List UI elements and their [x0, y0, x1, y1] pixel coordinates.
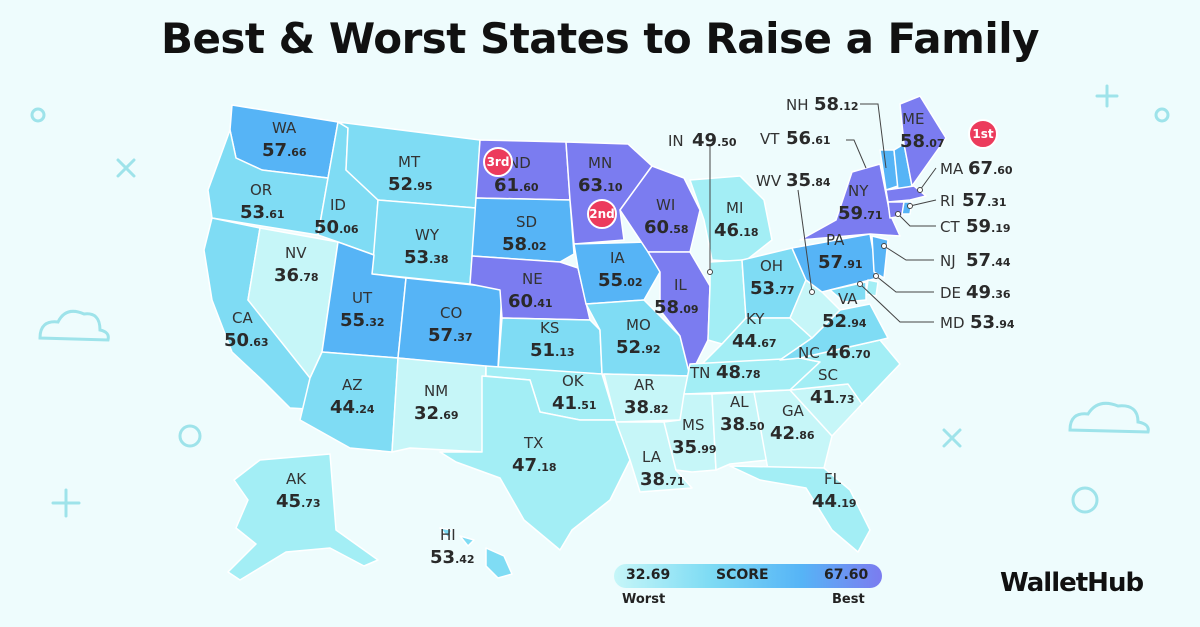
svg-text:WV: WV	[756, 172, 782, 190]
score-legend: 32.69 SCORE 67.60	[614, 564, 882, 588]
svg-text:CT: CT	[940, 218, 960, 236]
svg-text:35.84: 35.84	[786, 170, 831, 191]
svg-text:MT: MT	[398, 153, 421, 171]
svg-text:58.12: 58.12	[814, 94, 859, 115]
wallethub-logo: WalletHub	[1000, 568, 1143, 598]
svg-text:53.42: 53.42	[430, 547, 475, 568]
state-DE[interactable]	[866, 280, 878, 296]
svg-text:SC: SC	[818, 366, 838, 384]
label-abbr-WA: WA	[272, 119, 297, 137]
legend-max: 67.60	[824, 567, 868, 583]
deco-x-icon	[944, 430, 960, 446]
svg-text:HI: HI	[440, 526, 456, 544]
svg-text:OK: OK	[562, 372, 585, 390]
svg-text:PA: PA	[826, 231, 845, 249]
svg-text:UT: UT	[352, 289, 373, 307]
svg-text:OR: OR	[250, 181, 272, 199]
svg-text:MI: MI	[726, 199, 743, 217]
svg-text:AZ: AZ	[342, 376, 363, 394]
svg-text:AK: AK	[286, 470, 307, 488]
label-score-WA: 57	[262, 140, 287, 161]
svg-text:3rd: 3rd	[487, 155, 510, 169]
svg-text:WI: WI	[656, 196, 675, 214]
svg-text:NE: NE	[522, 270, 543, 288]
svg-text:MN: MN	[588, 154, 612, 172]
legend-label: SCORE	[716, 567, 769, 583]
svg-text:KS: KS	[540, 319, 559, 337]
deco-x-icon	[118, 160, 134, 176]
state-NJ[interactable]	[872, 236, 888, 278]
svg-text:FL: FL	[824, 470, 842, 488]
svg-text:ME: ME	[902, 110, 924, 128]
svg-text:MS: MS	[682, 416, 704, 434]
badge-first: 1st	[969, 120, 997, 148]
deco-circle-icon	[1156, 109, 1168, 121]
svg-text:DE: DE	[940, 284, 961, 302]
svg-text:2nd: 2nd	[589, 207, 614, 221]
svg-text:TN: TN	[689, 364, 710, 382]
deco-cloud-icon	[1070, 403, 1148, 432]
svg-text:NM: NM	[424, 382, 448, 400]
legend-best-label: Best	[832, 592, 865, 607]
svg-text:56.61: 56.61	[786, 128, 831, 149]
svg-text:57.44: 57.44	[966, 250, 1011, 271]
deco-circle-icon	[32, 109, 44, 121]
svg-text:MO: MO	[626, 316, 651, 334]
svg-text:IL: IL	[674, 276, 687, 294]
svg-text:49.50: 49.50	[692, 130, 737, 151]
svg-text:VT: VT	[760, 130, 780, 148]
us-map: WA 57.66 OR 53.61 CA 50.63 NV 36.78 ID 5…	[0, 0, 1200, 627]
svg-text:57.31: 57.31	[962, 190, 1007, 211]
svg-text:LA: LA	[642, 448, 662, 466]
svg-text:KY: KY	[746, 310, 765, 328]
svg-text:AR: AR	[634, 376, 655, 394]
svg-text:IN: IN	[668, 132, 684, 150]
state-CO[interactable]	[398, 278, 502, 368]
svg-text:67.60: 67.60	[968, 158, 1013, 179]
badge-third: 3rd	[484, 148, 512, 176]
deco-circle-icon	[180, 426, 200, 446]
svg-text:SD: SD	[516, 213, 537, 231]
svg-text:49.36: 49.36	[966, 282, 1011, 303]
svg-text:ID: ID	[330, 196, 346, 214]
deco-cloud-icon	[40, 311, 108, 340]
svg-text:WY: WY	[415, 226, 440, 244]
deco-plus-icon	[1097, 86, 1117, 106]
svg-text:AL: AL	[730, 393, 749, 411]
svg-text:NJ: NJ	[940, 252, 956, 270]
svg-text:OH: OH	[760, 257, 783, 275]
svg-text:NH: NH	[786, 96, 809, 114]
svg-text:53.94: 53.94	[970, 312, 1015, 333]
legend-min: 32.69	[626, 567, 670, 583]
svg-text:GA: GA	[782, 402, 805, 420]
deco-plus-icon	[53, 490, 79, 516]
svg-text:NY: NY	[848, 182, 869, 200]
svg-text:59.19: 59.19	[966, 216, 1011, 237]
svg-text:NC: NC	[798, 344, 820, 362]
deco-circle-icon	[1073, 488, 1097, 512]
svg-text:VA: VA	[838, 290, 858, 308]
svg-text:MA: MA	[940, 160, 964, 178]
badge-second: 2nd	[588, 200, 616, 228]
svg-text:TX: TX	[523, 434, 543, 452]
svg-text:CA: CA	[232, 309, 253, 327]
svg-text:NV: NV	[285, 244, 307, 262]
svg-text:RI: RI	[940, 192, 955, 210]
svg-text:1st: 1st	[972, 127, 993, 141]
svg-text:CO: CO	[440, 304, 462, 322]
svg-text:MD: MD	[940, 314, 965, 332]
legend-worst-label: Worst	[622, 592, 665, 607]
svg-text:IA: IA	[610, 249, 625, 267]
